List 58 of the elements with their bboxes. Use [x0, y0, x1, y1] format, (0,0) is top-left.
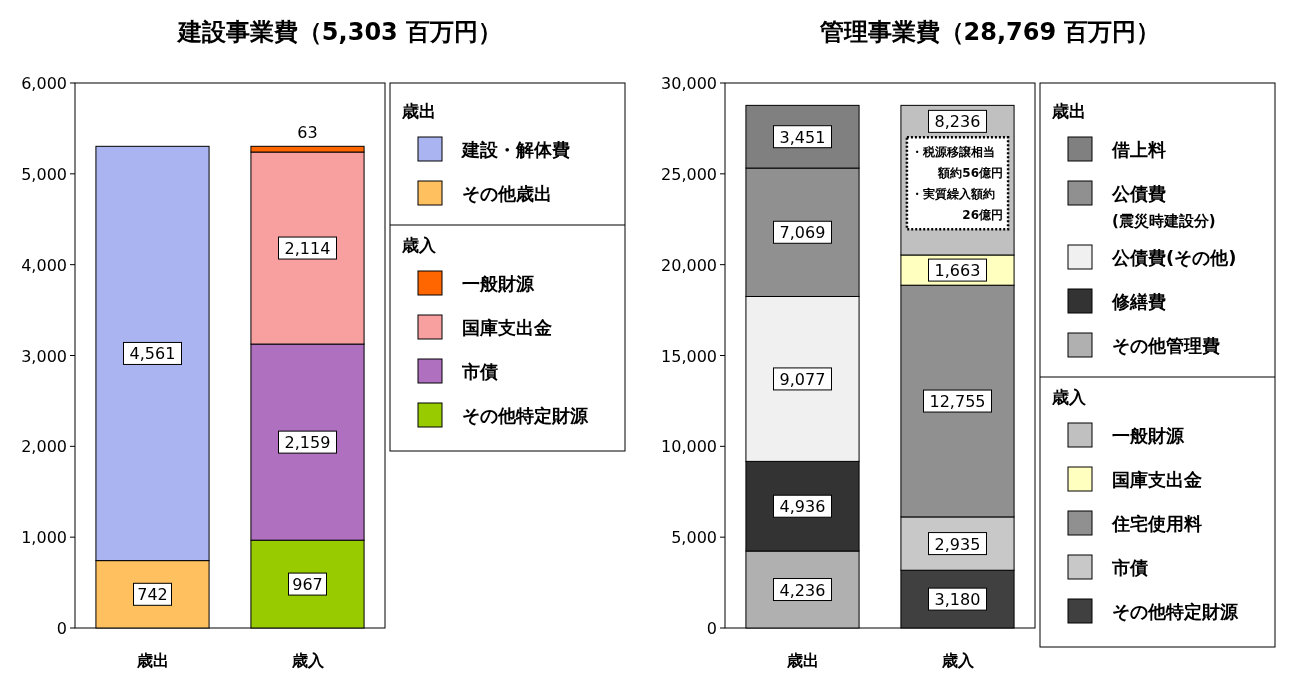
- y-tick-label: 0: [56, 619, 67, 638]
- category-label: 歳出: [1052, 101, 1086, 121]
- y-tick-label: 3,000: [21, 346, 67, 366]
- annotation: ・税源移譲相当額約56億円: [910, 145, 1004, 181]
- chart-title: 建設事業費（5,303 百万円）: [175, 18, 503, 46]
- x-tick-label: 歳入: [940, 651, 975, 670]
- data-label: 967: [292, 575, 323, 595]
- y-tick-label: 5,000: [671, 528, 717, 548]
- legend-label: 住宅使用料: [1111, 513, 1202, 534]
- legend-label: その他管理費: [1112, 335, 1220, 356]
- x-tick-label: 歳出: [785, 651, 819, 670]
- legend-label: 一般財源: [1112, 425, 1185, 446]
- legend-label: その他特定財源: [1112, 601, 1239, 622]
- annotation: ・実質繰入額約26億円: [910, 187, 1004, 223]
- data-label: 1,663: [934, 261, 981, 281]
- y-tick-label: 4,000: [21, 255, 67, 275]
- category-label: 歳出: [402, 101, 436, 121]
- y-tick-label: 5,000: [21, 164, 67, 184]
- y-tick-label: 6,000: [21, 74, 67, 93]
- legend-label: 一般財源: [462, 273, 535, 294]
- legend-label: 市債: [1111, 557, 1148, 578]
- data-label: 2,935: [934, 534, 981, 554]
- y-tick-label: 20,000: [661, 255, 717, 275]
- data-label: 7,069: [779, 223, 826, 243]
- data-label: 9,077: [779, 369, 826, 389]
- y-tick-label: 30,000: [661, 74, 717, 93]
- category-label: 歳入: [402, 235, 436, 255]
- y-tick-label: 1,000: [21, 528, 67, 548]
- legend-label: 建設・解体費: [460, 139, 570, 160]
- data-label: 4,561: [129, 344, 176, 364]
- data-label: 4,936: [779, 497, 826, 517]
- legend-label: その他特定財源: [462, 405, 589, 426]
- data-label: 4,236: [779, 580, 826, 600]
- legend-label: 修繕費: [1111, 291, 1166, 312]
- data-label: 3,451: [779, 127, 826, 147]
- category-label: 歳入: [1052, 387, 1086, 407]
- chart-title: 管理事業費（28,769 百万円）: [818, 18, 1161, 46]
- data-label: 8,236: [934, 112, 981, 132]
- data-label: 742: [137, 585, 168, 605]
- data-label: 2,114: [284, 239, 331, 259]
- legend-label: 公債費 (震災時建設分): [1111, 183, 1216, 230]
- legend-label: 借上料: [1111, 139, 1166, 160]
- legend-label: 国庫支出金: [462, 317, 552, 338]
- legend-label: 市債: [461, 361, 498, 382]
- data-label: 12,755: [929, 392, 986, 412]
- legend-label: 国庫支出金: [1112, 469, 1202, 490]
- legend-label: 公債費(その他): [1111, 247, 1237, 268]
- legend-label: その他歳出: [462, 183, 552, 204]
- data-label: 63: [297, 123, 318, 143]
- y-tick-label: 0: [706, 619, 717, 638]
- data-label: 2,159: [284, 433, 331, 453]
- y-tick-label: 15,000: [661, 346, 717, 366]
- y-tick-label: 10,000: [661, 437, 717, 457]
- y-tick-label: 25,000: [661, 164, 717, 184]
- x-tick-label: 歳出: [135, 651, 169, 670]
- y-tick-label: 2,000: [21, 437, 67, 457]
- x-tick-label: 歳入: [290, 651, 325, 670]
- data-label: 3,180: [934, 590, 981, 610]
